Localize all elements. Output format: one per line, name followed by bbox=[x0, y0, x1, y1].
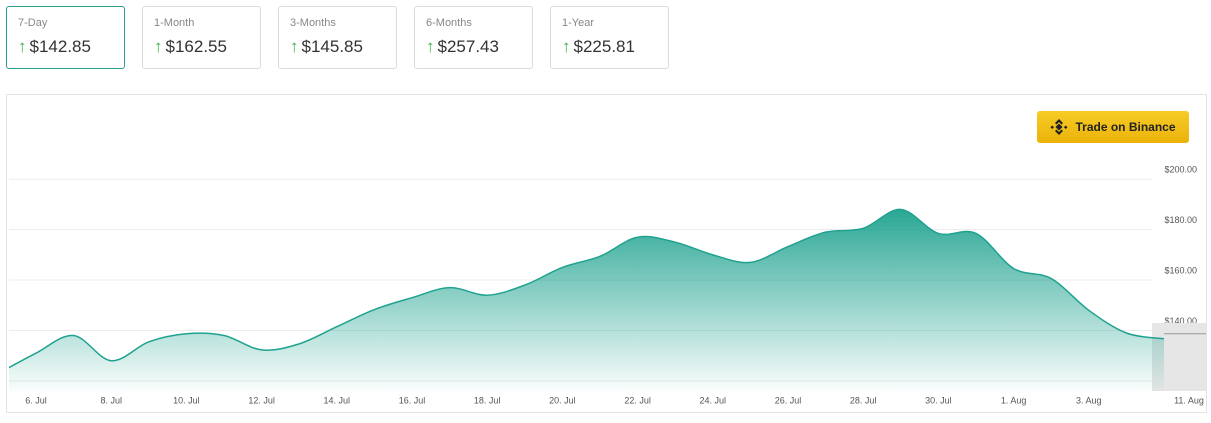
x-tick-label: 26. Jul bbox=[775, 395, 802, 405]
card-value: ↑ $142.85 bbox=[18, 37, 91, 57]
period-card[interactable]: 3-Months ↑ $145.85 bbox=[278, 6, 397, 69]
card-price: $145.85 bbox=[301, 37, 363, 56]
x-tick-label: 6. Jul bbox=[25, 395, 47, 405]
card-price: $257.43 bbox=[437, 37, 499, 56]
card-value: ↑ $257.43 bbox=[426, 37, 499, 57]
period-card[interactable]: 1-Month ↑ $162.55 bbox=[142, 6, 261, 69]
x-tick-label: 24. Jul bbox=[700, 395, 727, 405]
card-value: ↑ $225.81 bbox=[562, 37, 635, 57]
button-label[interactable]: Trade on Binance bbox=[1075, 120, 1176, 134]
x-tick-label: 14. Jul bbox=[324, 395, 351, 405]
plot bbox=[9, 208, 1165, 391]
y-tick-label: $140.00 bbox=[1164, 316, 1197, 326]
x-tick-label: 12. Jul bbox=[248, 395, 275, 405]
x-tick-label: 3. Aug bbox=[1076, 395, 1102, 405]
area bbox=[9, 209, 1164, 391]
x-tick-label: 20. Jul bbox=[549, 395, 576, 405]
card-label: 6-Months bbox=[426, 17, 472, 29]
x-tick-label: 1. Aug bbox=[1001, 395, 1027, 405]
x-tick-label: 30. Jul bbox=[925, 395, 952, 405]
period-card[interactable]: 6-Months ↑ $257.43 bbox=[414, 6, 533, 69]
period-card[interactable]: 7-Day ↑ $142.85 bbox=[6, 6, 125, 69]
line bbox=[9, 208, 1165, 369]
card-price: $162.55 bbox=[165, 37, 227, 56]
up-arrow: ↑ bbox=[562, 37, 571, 56]
card-value: ↑ $145.85 bbox=[290, 37, 363, 57]
card-label: 3-Months bbox=[290, 17, 336, 29]
card-label: 1-Month bbox=[154, 17, 195, 29]
x-tick-label: 10. Jul bbox=[173, 395, 200, 405]
period-card[interactable]: 1-Year ↑ $225.81 bbox=[550, 6, 669, 69]
up-arrow: ↑ bbox=[290, 37, 299, 56]
up-arrow: ↑ bbox=[18, 37, 27, 56]
y-tick-label: $200.00 bbox=[1164, 165, 1197, 175]
card-price: $225.81 bbox=[573, 37, 635, 56]
x-tick-label: 8. Jul bbox=[100, 395, 122, 405]
card-label: 7-Day bbox=[18, 17, 48, 29]
trade-button[interactable]: Trade on Binance bbox=[1037, 111, 1189, 143]
y-tick-label: $180.00 bbox=[1164, 215, 1197, 225]
card-label: 1-Year bbox=[562, 17, 595, 29]
card-price: $142.85 bbox=[29, 37, 91, 56]
up-arrow: ↑ bbox=[426, 37, 435, 56]
chart: $120.00$140.00$160.00$180.00$200.006. Ju… bbox=[6, 94, 1207, 413]
x-tick-label: 16. Jul bbox=[399, 395, 426, 405]
binance-icon bbox=[1050, 119, 1068, 135]
x-tick-label: 28. Jul bbox=[850, 395, 877, 405]
x-tick-label: 11. Aug bbox=[1174, 395, 1204, 405]
y-tick-label: $160.00 bbox=[1164, 265, 1197, 275]
x-tick-label: 22. Jul bbox=[624, 395, 651, 405]
card-value: ↑ $162.55 bbox=[154, 37, 227, 57]
up-arrow: ↑ bbox=[154, 37, 163, 56]
x-tick-label: 18. Jul bbox=[474, 395, 501, 405]
